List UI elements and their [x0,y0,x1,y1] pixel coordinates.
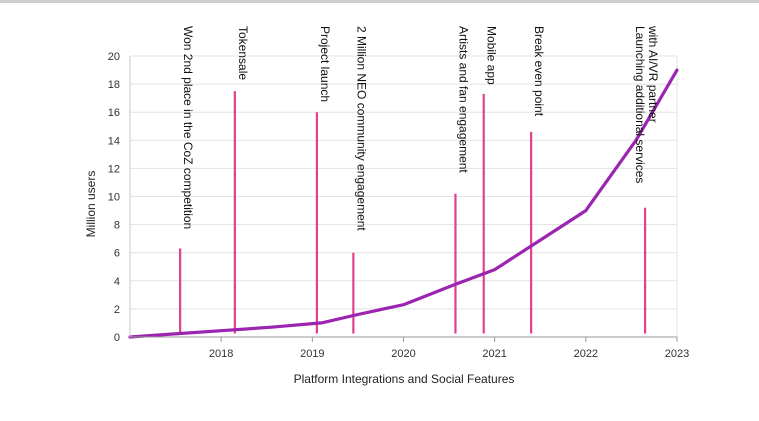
x-tick-label: 2022 [574,348,598,360]
y-tick-label: 6 [114,248,120,260]
y-tick-label: 12 [108,163,120,175]
milestone-markers [179,91,647,334]
y-tick-labels: 0 2 4 6 8 10 12 14 16 18 20 [108,51,120,344]
milestone-label: Artists and fan engagement [456,26,470,173]
x-tick-labels: 2018 2019 2020 2021 2022 2023 [209,348,689,360]
series-lines [128,68,679,339]
milestone-label: Tokensale [236,26,250,80]
x-axis-title: Platform Integrations and Social Feature… [294,372,515,386]
axes [129,56,678,342]
y-tick-label: 4 [114,276,120,288]
milestone-label: Won 2nd place in the CoZ competition [181,26,195,229]
milestone-label: Launching additional services [633,26,647,183]
x-tick-label: 2018 [209,348,233,360]
series-line [128,68,679,339]
milestone-label: Project launch [318,26,332,102]
y-tick-label: 8 [114,220,120,232]
y-tick-label: 14 [108,135,120,147]
milestone-label: Break even point [532,26,546,117]
y-tick-label: 16 [108,107,120,119]
x-tick-label: 2020 [391,348,415,360]
top-border [0,0,759,3]
x-tick-label: 2021 [482,348,506,360]
y-tick-label: 10 [108,192,120,204]
y-tick-label: 2 [114,304,120,316]
x-tick-label: 2019 [300,348,324,360]
y-tick-label: 0 [114,332,120,344]
milestone-label: with AI/VR partner [646,25,660,123]
milestone-label: Mobile app [485,26,499,85]
milestone-label: 2 Million NEO community engagement [354,26,368,231]
milestone-labels: Won 2nd place in the CoZ competition Toke… [181,25,660,231]
y-tick-label: 20 [108,51,120,63]
gridlines [130,55,678,337]
y-tick-label: 18 [108,79,120,91]
x-tick-label: 2023 [665,348,689,360]
y-axis-title: Million users [84,171,98,238]
